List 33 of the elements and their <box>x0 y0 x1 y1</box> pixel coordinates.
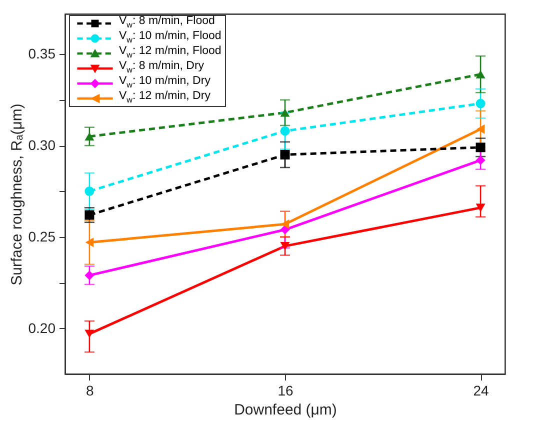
point <box>476 204 486 212</box>
point <box>280 108 290 117</box>
y-tick-label: 0.20 <box>28 320 56 336</box>
point <box>84 186 94 196</box>
point <box>280 224 290 234</box>
point <box>476 142 486 152</box>
point <box>476 155 486 165</box>
legend-label: V$_{w}$: 12 m/min, Flood <box>119 45 222 60</box>
point <box>280 219 290 229</box>
x-axis-title: Downfeed (μm) <box>234 402 337 418</box>
point <box>280 242 290 250</box>
legend-label: V$_{w}$: 10 m/min, Dry <box>119 75 210 90</box>
y-axis-title: Surface roughness, Rₐ(μm) <box>8 104 26 286</box>
y-tick-label: 0.30 <box>28 137 56 154</box>
point <box>476 98 486 108</box>
x-tick-label: 24 <box>473 382 490 398</box>
point <box>476 70 486 78</box>
point <box>84 210 94 220</box>
legend-label: V$_{w}$: 8 m/min, Dry <box>119 60 204 75</box>
point <box>85 238 94 248</box>
y-tick-label: 0.25 <box>28 228 56 244</box>
legend-label: V$_{w}$: 12 m/min, Dry <box>119 89 210 107</box>
y-tick-label: 0.35 <box>28 46 56 62</box>
legend-label: V$_{w}$: 8 m/min, Flood <box>119 15 215 30</box>
point <box>84 132 94 141</box>
x-tick-label: 8 <box>86 382 94 398</box>
legend-label: V$_{w}$: 10 m/min, Flood <box>119 30 222 45</box>
point <box>280 126 290 136</box>
point <box>476 124 485 134</box>
point <box>280 150 290 160</box>
x-tick-label: 16 <box>278 382 294 398</box>
point <box>84 270 94 280</box>
point <box>84 330 94 338</box>
